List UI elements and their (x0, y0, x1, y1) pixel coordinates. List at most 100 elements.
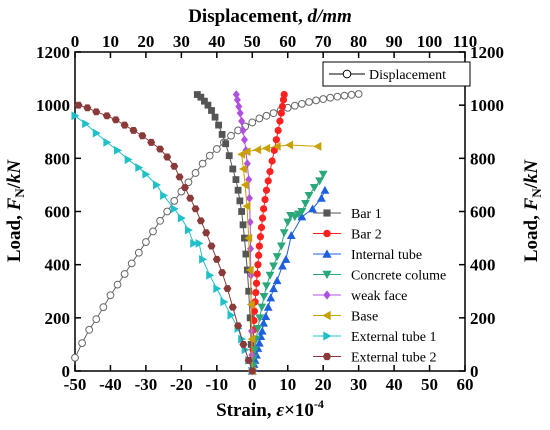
data-point (283, 218, 293, 227)
data-point (252, 279, 261, 287)
data-point (244, 233, 253, 243)
data-point (290, 101, 299, 110)
data-point (142, 169, 151, 179)
data-point (177, 213, 186, 223)
data-point (354, 90, 363, 98)
data-point (281, 254, 291, 263)
data-point (211, 113, 219, 121)
plot-frame (74, 51, 466, 372)
legend-label: weak face (351, 289, 407, 304)
legend-marker (322, 270, 332, 280)
top-tick-label: 110 (453, 32, 478, 51)
data-point (208, 107, 215, 114)
data-point (262, 111, 271, 120)
data-point (238, 116, 246, 126)
data-point (247, 341, 255, 348)
data-point (198, 159, 207, 168)
data-point (103, 137, 112, 147)
legend-marker (322, 249, 332, 258)
legend-marker (322, 310, 331, 321)
data-point (227, 131, 235, 140)
bottom-tick-label: 0 (248, 375, 257, 394)
data-point (149, 227, 157, 236)
data-point (272, 136, 280, 144)
data-point (246, 217, 254, 227)
data-point (286, 211, 295, 220)
data-point (238, 208, 246, 215)
data-point (239, 164, 247, 174)
top-tick-label: 40 (208, 32, 225, 51)
data-point (246, 300, 255, 309)
data-point (250, 307, 258, 315)
data-point (245, 193, 253, 203)
data-point (270, 146, 278, 154)
bottom-axis-title: Strain, ε×10-4 (216, 397, 324, 421)
data-point (212, 145, 221, 153)
data-point (309, 184, 319, 192)
legend-label: External tube 1 (351, 330, 437, 345)
legend-entry: Concrete colume (313, 269, 446, 284)
data-point (262, 143, 270, 153)
data-point (156, 216, 164, 225)
data-point (242, 201, 251, 211)
top-tick-label: 70 (315, 32, 332, 51)
bottom-tick-label: -50 (64, 375, 87, 394)
left-tick-label: 200 (45, 309, 71, 328)
data-point (233, 95, 241, 105)
data-point (276, 242, 286, 251)
series-line (74, 115, 253, 372)
data-point (326, 93, 335, 102)
data-point (257, 326, 267, 335)
data-point (92, 128, 101, 138)
top-tick-label: 0 (71, 32, 80, 51)
legend-entry: Base (313, 310, 378, 325)
data-point (250, 346, 260, 355)
data-point (347, 90, 356, 99)
data-point (232, 176, 240, 183)
data-point (213, 284, 222, 293)
data-point (276, 117, 284, 125)
bottom-tick-label: 30 (350, 375, 367, 394)
top-tick-label: 30 (173, 32, 190, 51)
data-point (313, 141, 322, 151)
top-tick-label: 10 (102, 32, 119, 51)
data-point (261, 195, 269, 204)
left-axis-title: Load, FN/kN (4, 159, 27, 263)
data-point (260, 205, 268, 213)
data-point (308, 204, 317, 213)
data-point (257, 303, 267, 312)
right-tick-label: 0 (470, 362, 479, 381)
data-point (255, 251, 263, 259)
data-point (196, 217, 205, 225)
data-point (304, 192, 314, 200)
data-point (318, 170, 328, 179)
data-point (248, 118, 257, 127)
data-point (272, 253, 282, 262)
data-point (242, 147, 251, 157)
data-point (253, 270, 261, 278)
data-point (199, 254, 208, 264)
left-tick-label: 1200 (36, 43, 70, 62)
data-point (120, 121, 129, 129)
data-point (234, 186, 242, 194)
data-point (244, 356, 253, 364)
data-point (259, 318, 269, 327)
data-point (74, 101, 83, 109)
right-tick-label: 1000 (470, 96, 504, 115)
data-point (207, 242, 216, 250)
data-point (278, 261, 287, 270)
data-point (269, 109, 278, 118)
bottom-tick-label: -40 (99, 375, 122, 394)
data-point (257, 223, 266, 232)
data-point (298, 99, 306, 108)
data-point (317, 193, 326, 202)
data-point (242, 250, 250, 258)
data-point (156, 145, 165, 153)
legend-label: External tube 2 (351, 351, 437, 366)
data-point (228, 303, 237, 311)
data-point (227, 310, 236, 320)
legend-marker (323, 290, 331, 300)
legend-marker (322, 352, 332, 361)
legend-label: Bar 1 (351, 207, 382, 222)
data-point (272, 276, 282, 285)
